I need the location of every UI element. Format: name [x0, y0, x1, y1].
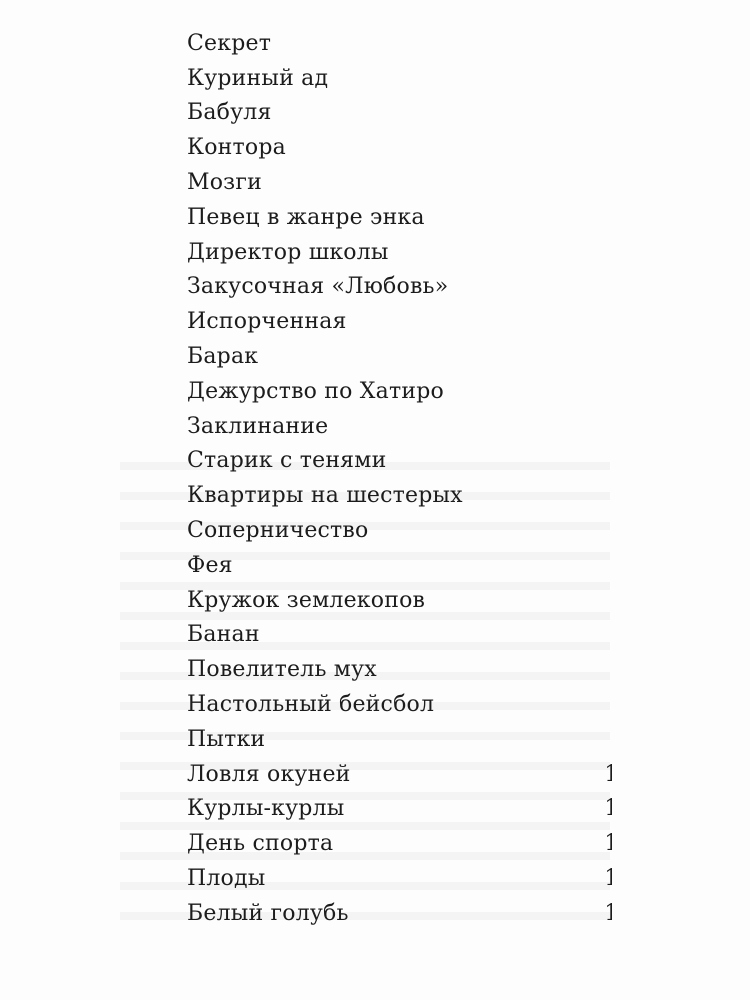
toc-entry: Мозги 25: [187, 165, 612, 200]
toc-entry-title: Директор школы: [187, 239, 389, 265]
toc-entry-title: День спорта: [187, 831, 334, 857]
page-area: Секрет 9 Куриный ад 13 Бабуля 16 Контора 21 Мозг…: [187, 26, 612, 931]
toc-entry-title: Банан: [187, 622, 260, 648]
toc-entry-page: 79: [607, 622, 612, 647]
toc-entry-page: 32: [607, 240, 612, 265]
toc-entry: Квартиры на шестерых 62: [187, 478, 612, 513]
toc-entry-title: Заклинание: [187, 413, 329, 439]
toc-entry-page: 44: [607, 344, 612, 369]
toc-entry-page: 115: [604, 866, 612, 892]
toc-entry-page: 13: [607, 66, 612, 91]
toc-entry-title: Барак: [187, 344, 259, 370]
toc-entry-title: Пытки: [187, 726, 266, 752]
toc-entry-page: 40: [607, 309, 612, 334]
toc-entry: Старик с тенями 58: [187, 444, 612, 479]
toc-entry: Плоды 115: [187, 861, 612, 896]
toc-entry: Белый голубь 120: [187, 896, 612, 931]
toc-entry-page: 48: [607, 379, 612, 404]
toc-entry-title: Ловля окуней: [187, 761, 351, 787]
toc-entry: Закусочная «Любовь» 36: [187, 270, 612, 305]
toc-entry-title: Соперничество: [187, 518, 369, 544]
toc-entry: Курлы-курлы 104: [187, 792, 612, 827]
toc-entry-title: Белый голубь: [187, 900, 349, 926]
toc-entry-title: Настольный бейсбол: [187, 692, 435, 718]
table-of-contents: Секрет 9 Куриный ад 13 Бабуля 16 Контора 21 Мозг…: [187, 26, 612, 931]
toc-entry: Барак 44: [187, 339, 612, 374]
toc-entry-title: Бабуля: [187, 100, 272, 126]
toc-entry: Заклинание 54: [187, 409, 612, 444]
toc-entry: Испорченная 40: [187, 304, 612, 339]
toc-entry: Пытки 94: [187, 722, 612, 757]
toc-entry-page: 84: [607, 657, 612, 682]
toc-entry-page: 104: [604, 796, 612, 822]
toc-entry-page: 36: [607, 274, 612, 299]
toc-entry: Повелитель мух 84: [187, 652, 612, 687]
toc-entry-title: Кружок землекопов: [187, 587, 426, 613]
toc-entry-page: 54: [607, 414, 612, 439]
toc-entry-title: Контора: [187, 135, 286, 161]
toc-entry-page: 25: [607, 170, 612, 195]
toc-entry-page: 75: [607, 588, 612, 613]
toc-entry-title: Секрет: [187, 30, 272, 56]
toc-entry-title: Закусочная «Любовь»: [187, 274, 449, 300]
toc-entry: Контора 21: [187, 130, 612, 165]
toc-entry-title: Куриный ад: [187, 65, 329, 91]
toc-entry: Дежурство по Хатиро 48: [187, 374, 612, 409]
toc-entry-title: Дежурство по Хатиро: [187, 378, 444, 404]
toc-entry-title: Фея: [187, 552, 233, 578]
bleed-through-texture: [120, 440, 610, 940]
toc-entry-title: Мозги: [187, 170, 262, 196]
toc-entry: Фея 71: [187, 548, 612, 583]
toc-entry-page: 89: [607, 692, 612, 717]
toc-entry: Певец в жанре энка 28: [187, 200, 612, 235]
toc-entry-page: 109: [604, 831, 612, 857]
toc-entry: Кружок землекопов 75: [187, 583, 612, 618]
toc-entry-page: 94: [607, 727, 612, 752]
toc-entry-page: 100: [604, 761, 612, 787]
toc-entry-page: 28: [607, 205, 612, 230]
toc-entry-title: Старик с тенями: [187, 448, 387, 474]
toc-entry: Куриный ад 13: [187, 61, 612, 96]
toc-entry: Ловля окуней 100: [187, 757, 612, 792]
toc-entry-title: Повелитель мух: [187, 657, 377, 683]
toc-entry-title: Квартиры на шестерых: [187, 483, 463, 509]
toc-entry-title: Плоды: [187, 866, 266, 892]
toc-entry-title: Певец в жанре энка: [187, 204, 425, 230]
toc-entry-page: 21: [607, 135, 612, 160]
toc-entry-page: 71: [607, 553, 612, 578]
toc-entry-page: 62: [607, 483, 612, 508]
toc-entry: Банан 79: [187, 618, 612, 653]
toc-entry: Бабуля 16: [187, 96, 612, 131]
toc-entry: Секрет 9: [187, 26, 612, 61]
toc-entry-page: 16: [607, 100, 612, 125]
toc-entry: Настольный бейсбол 89: [187, 687, 612, 722]
toc-entry: День спорта 109: [187, 826, 612, 861]
toc-entry: Соперничество 66: [187, 513, 612, 548]
toc-entry-page: 58: [607, 448, 612, 473]
toc-entry-page: 66: [607, 518, 612, 543]
toc-entry: Директор школы 32: [187, 235, 612, 270]
toc-entry-page: 9: [607, 31, 612, 56]
toc-entry-page: 120: [604, 900, 612, 926]
toc-entry-title: Испорченная: [187, 309, 347, 335]
toc-entry-title: Курлы-курлы: [187, 796, 345, 822]
